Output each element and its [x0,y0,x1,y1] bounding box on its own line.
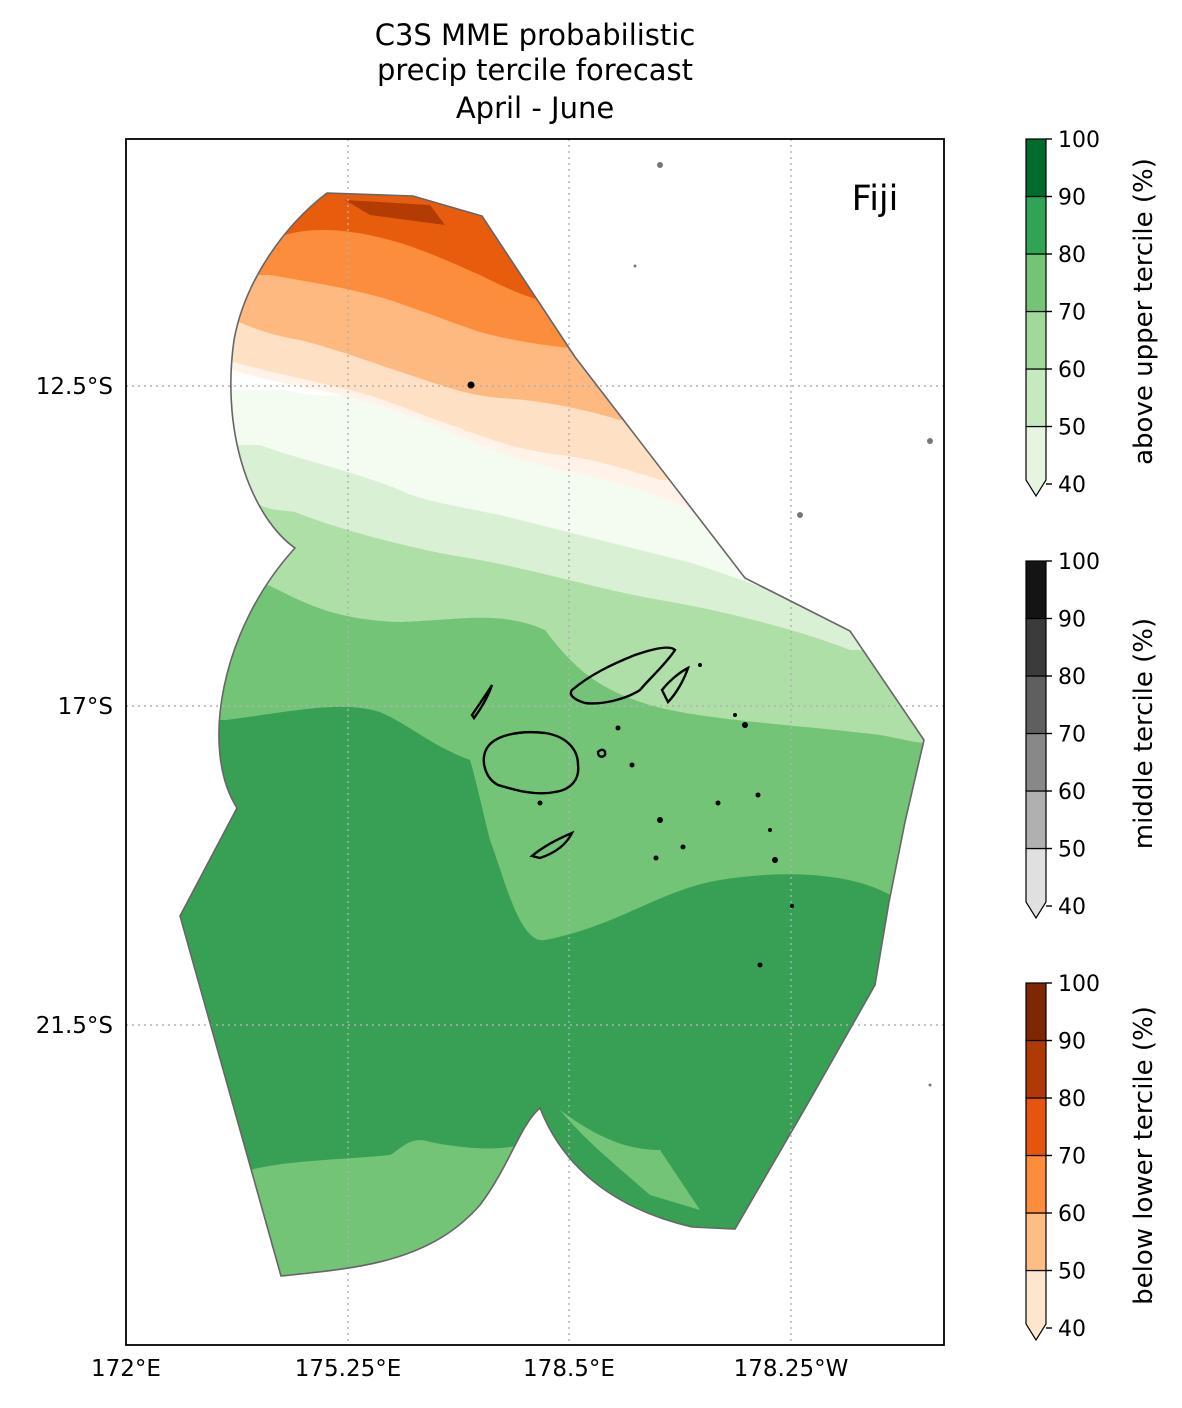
island-ono-i-lau [772,857,778,863]
colorbar-1-segment-2 [1025,368,1047,428]
island-viti-levu [482,730,580,795]
island-kabara [768,828,772,832]
x-tick-label-3: 178.5°E [523,1356,615,1382]
islet-1 [657,162,663,168]
colorbar-2-tick-label-40: 40 [1058,895,1086,920]
island-ovalau [596,748,607,758]
colorbar-2-segment-6 [1025,560,1047,620]
colorbar-2-segment-4 [1025,675,1047,735]
field-lower-85 [345,200,445,225]
domain-outline [179,192,925,1277]
island-kadavu [529,830,575,860]
colorbar-3-segment-4 [1025,1097,1047,1157]
colorbar-1-label: above upper tercile (%) [1129,158,1159,465]
colorbar-3-tick-label-60: 60 [1058,1202,1086,1227]
colorbar-3-label: below lower tercile (%) [1129,1006,1159,1305]
colorbar-1-segment-5 [1025,195,1047,255]
island-totoya [680,844,686,850]
small-islands [467,381,794,968]
colorbar-1-tick-label-40: 40 [1058,473,1086,498]
x-tick-label-1: 172°E [91,1356,161,1382]
colorbar-3-tick-label-80: 80 [1058,1087,1086,1112]
colorbar-1-tick-label-70: 70 [1058,301,1086,326]
colorbar-3-segment-5 [1025,1039,1047,1099]
island-ceva-i-ra [757,962,763,968]
colorbar-2-tick-label-70: 70 [1058,723,1086,748]
island-vanua-balavu [742,722,748,728]
colorbar-2-tick-label-50: 50 [1058,838,1086,863]
island-yasawa [470,684,494,721]
island-vanua-levu [569,646,677,705]
colorbar-1-tick-label-90: 90 [1058,186,1086,211]
region-label: Fiji [852,179,899,219]
island-lakeba [715,800,721,806]
island-beqa [537,800,543,806]
island-koro [615,725,621,731]
colorbar-3-tick-label-90: 90 [1058,1030,1086,1055]
colorbar-3: 40 50 60 70 80 90 100 below lower tercile (%) [1025,972,1159,1342]
colorbar-2: 40 50 60 70 80 90 100 middle tercile (%) [1025,550,1159,920]
colorbar-2-segment-5 [1025,617,1047,677]
colorbar-3-tick-label-100: 100 [1058,972,1100,997]
islet-4 [797,512,803,518]
y-tick-label-1: 12.5°S [36,374,113,400]
colorbar-2-tick-label-60: 60 [1058,780,1086,805]
y-tick-label-2: 17°S [58,694,113,720]
field-upper-65-south [180,1140,600,1276]
title-line-2: precip tercile forecast [376,53,694,87]
title-line-1: C3S MME probabilistic [374,18,696,52]
colorbar-2-segment-3 [1025,732,1047,792]
colorbar-3-tick-label-50: 50 [1058,1260,1086,1285]
colorbar-3-tick-label-70: 70 [1058,1145,1086,1170]
island-matuku [653,855,659,861]
x-tick-label-4: 178.25°W [734,1356,849,1382]
colorbar-3-tick-label-40: 40 [1058,1317,1086,1342]
colorbar-1-segment-1 [1025,425,1047,498]
colorbar-1-tick-label-60: 60 [1058,358,1086,383]
colorbar-2-tick-label-80: 80 [1058,665,1086,690]
colorbar-3-segment-6 [1025,982,1047,1042]
island-moala [657,817,663,823]
island-cicia [755,792,761,798]
colorbar-1: 40 50 60 70 80 90 100 above upper tercile (%) [1025,128,1159,498]
coastlines [470,646,691,860]
colorbar-1-tick-label-50: 50 [1058,416,1086,441]
colorbar-1-tick-label-100: 100 [1058,128,1100,153]
island-rotuma [467,381,475,389]
island-taveuni [660,665,691,705]
y-tick-label-3: 21.5°S [36,1013,113,1039]
island-south-east [790,904,794,908]
colorbar-2-tick-label-90: 90 [1058,608,1086,633]
colorbar-2-tick-label-100: 100 [1058,550,1100,575]
title-line-3: April - June [455,91,615,125]
island-gau [629,762,635,768]
colorbar-2-segment-1 [1025,847,1047,920]
colorbar-1-segment-4 [1025,253,1047,313]
distant-islets [633,162,933,1087]
islet-2 [633,264,637,268]
field-upper-65-east [560,1110,700,1210]
island-qamea [698,663,702,667]
islet-3 [927,438,933,444]
islet-5 [928,1083,932,1087]
colorbar-1-segment-3 [1025,310,1047,370]
gridlines [126,139,944,1345]
x-tick-label-2: 175.25°E [295,1356,402,1382]
island-northern-lau [733,713,737,717]
colorbar-3-segment-1 [1025,1269,1047,1342]
colorbar-3-segment-3 [1025,1154,1047,1214]
colorbar-2-label: middle tercile (%) [1129,618,1159,849]
colorbar-3-segment-2 [1025,1212,1047,1272]
colorbar-2-segment-2 [1025,790,1047,850]
map-frame [125,138,945,1346]
colorbar-1-segment-6 [1025,138,1047,198]
colorbar-1-tick-label-80: 80 [1058,243,1086,268]
